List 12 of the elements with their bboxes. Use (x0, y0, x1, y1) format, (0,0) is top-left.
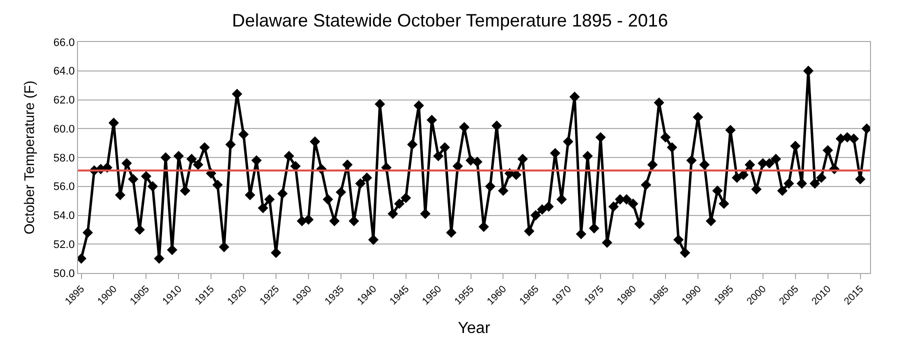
y-tick-label: 54.0 (53, 210, 75, 222)
x-axis-title: Year (458, 320, 491, 338)
y-tick-label: 64.0 (53, 66, 75, 78)
y-tick-label: 50.0 (53, 268, 75, 280)
y-tick-label: 58.0 (53, 152, 75, 164)
y-tick-label: 66.0 (53, 36, 75, 49)
y-tick-label: 62.0 (53, 94, 75, 107)
y-tick-label: 60.0 (53, 123, 75, 136)
y-tick-label: 52.0 (53, 238, 75, 251)
chart-title: Delaware Statewide October Temperature 1895 - 2016 (232, 10, 668, 30)
y-axis-title: October Temperature (F) (20, 80, 37, 234)
y-tick-label: 56.0 (53, 181, 75, 194)
